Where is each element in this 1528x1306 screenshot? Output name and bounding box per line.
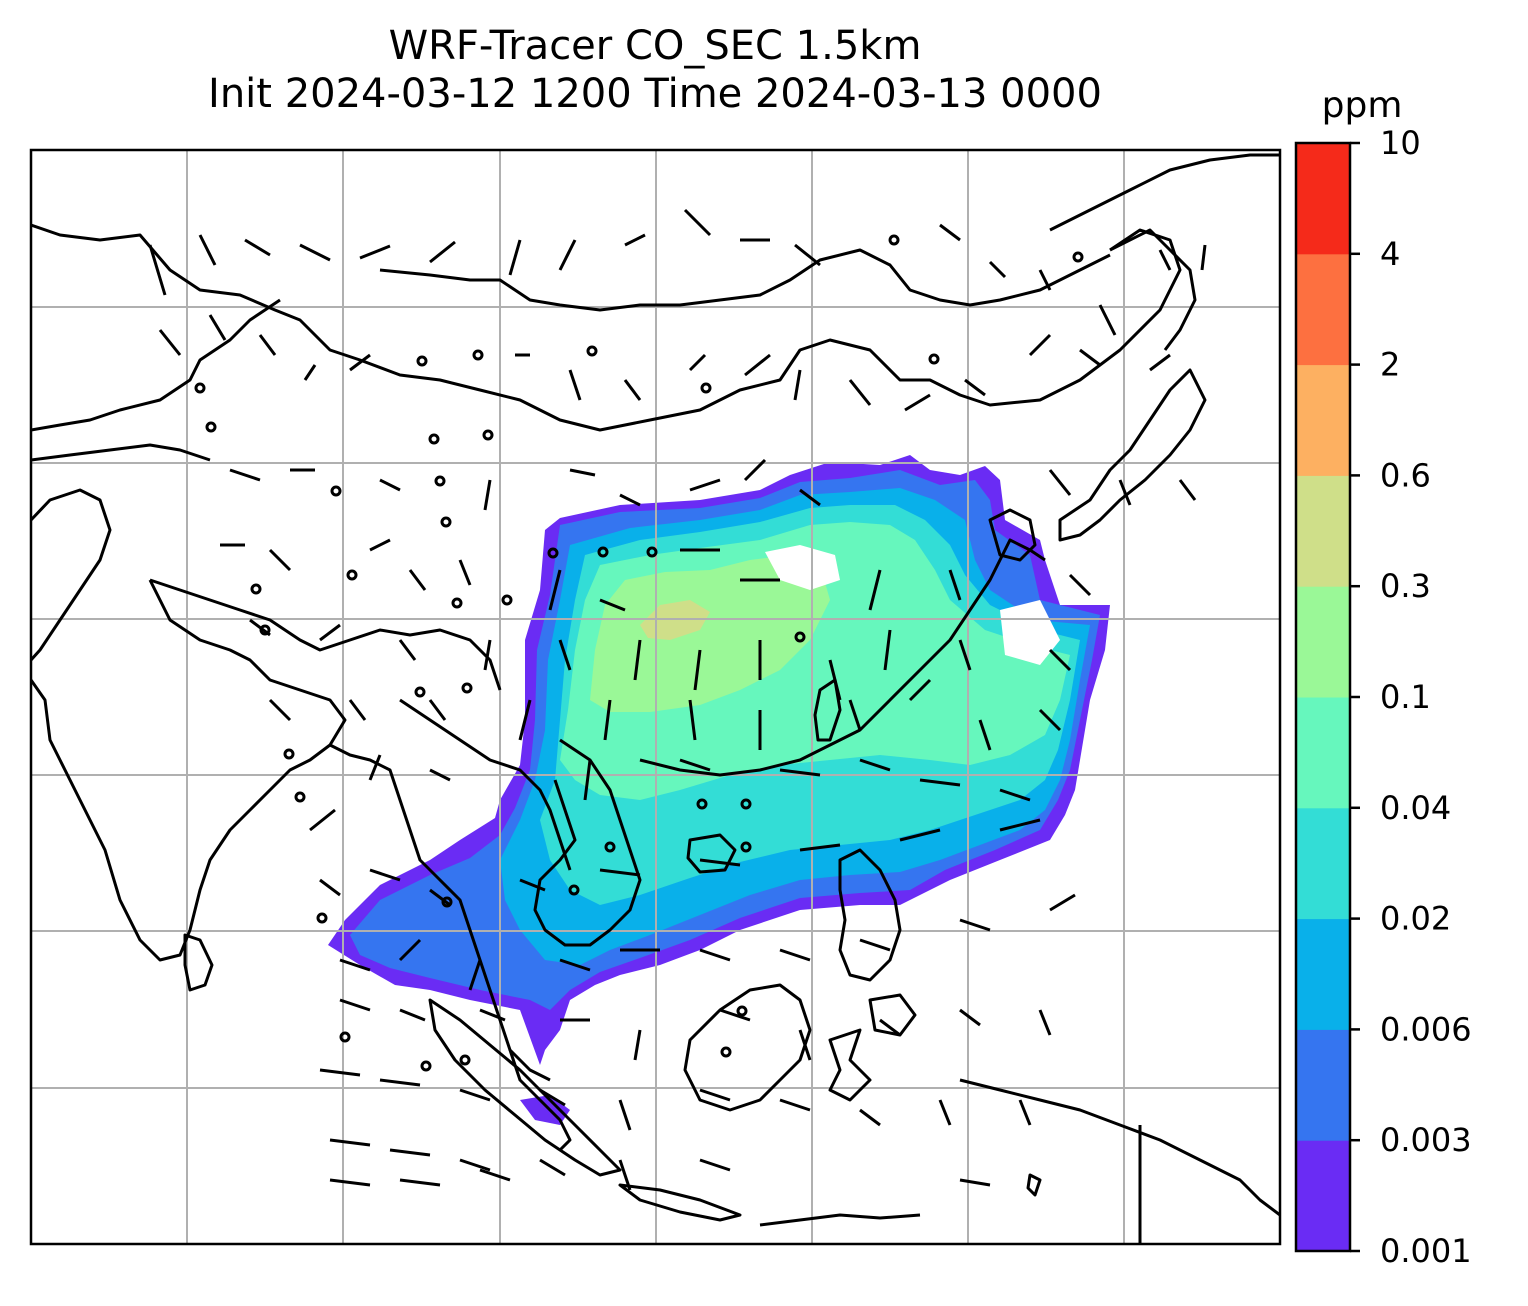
title-line-1: WRF-Tracer CO_SEC 1.5km <box>388 23 922 69</box>
colorbar-tick-label: 2 <box>1380 346 1400 384</box>
title-line-2: Init 2024-03-12 1200 Time 2024-03-13 000… <box>208 71 1102 117</box>
colorbar-unit-label: ppm <box>1322 85 1403 126</box>
plume-band-0.1 <box>590 555 830 712</box>
map-panel <box>31 150 1280 1244</box>
colorbar-tick-label: 4 <box>1380 235 1400 273</box>
calm-wind-markers <box>194 234 1084 1072</box>
colorbar-tick-label: 0.006 <box>1380 1010 1472 1048</box>
colorbar-swatch-2 <box>1296 253 1350 366</box>
colorbar-swatch-0.1 <box>1296 586 1350 698</box>
colorbar-tick-label: 0.04 <box>1380 789 1451 827</box>
colorbar-tick-label: 0.02 <box>1380 900 1451 938</box>
plume-band-0.001-fragment <box>520 1095 570 1125</box>
colorbar: 0.001 0.003 0.006 0.02 0.04 0.1 0.3 0.6 2 4 10 <box>1294 124 1472 1270</box>
colorbar-swatch-0.6 <box>1296 364 1350 476</box>
colorbar-tick-label: 0.001 <box>1380 1232 1472 1270</box>
colorbar-tick-label: 0.1 <box>1380 678 1431 716</box>
colorbar-tick-label: 0.6 <box>1380 456 1431 494</box>
plume-hole-1 <box>765 545 840 590</box>
colorbar-swatch-0.3 <box>1296 475 1350 587</box>
colorbar-swatch-0.001 <box>1296 1140 1350 1252</box>
colorbar-tick-label: 10 <box>1380 124 1421 162</box>
colorbar-swatch-0.006 <box>1296 918 1350 1030</box>
colorbar-swatch-0.02 <box>1296 807 1350 920</box>
wind-barbs <box>148 208 1207 1191</box>
plume-hole-2 <box>1000 600 1060 665</box>
map-frame <box>29 148 1282 1246</box>
tracer-plume <box>328 455 1110 1125</box>
map-gridlines <box>31 150 1280 1244</box>
map-title: WRF-Tracer CO_SEC 1.5km Init 2024-03-12 … <box>30 22 1280 118</box>
colorbar-tick-label: 0.3 <box>1380 567 1431 605</box>
colorbar-tick-label: 0.003 <box>1380 1121 1472 1159</box>
colorbar-swatch-4 <box>1296 143 1350 255</box>
coastlines <box>31 153 1280 1244</box>
colorbar-swatch-0.04 <box>1296 697 1350 809</box>
colorbar-swatch-0.003 <box>1296 1029 1350 1141</box>
